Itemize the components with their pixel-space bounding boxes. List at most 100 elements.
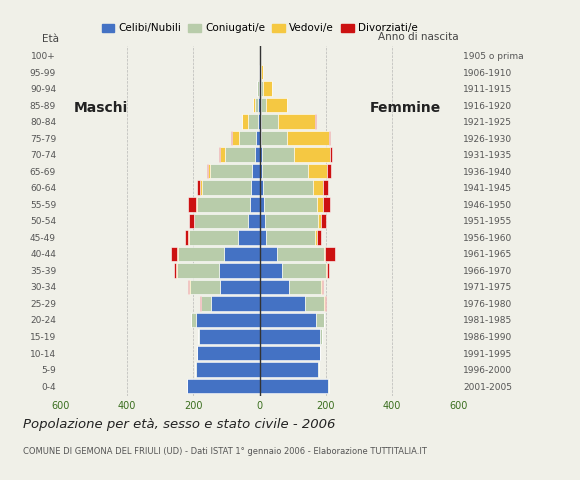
Bar (327, 263, 329, 277)
Bar (256, 81, 258, 96)
Bar (305, 296, 324, 311)
Bar (260, 296, 305, 311)
Bar (224, 247, 260, 261)
Bar (207, 164, 208, 179)
Bar (210, 164, 252, 179)
Bar (188, 280, 189, 294)
Bar (261, 81, 263, 96)
Bar (260, 214, 265, 228)
Bar (251, 180, 260, 195)
Bar (232, 131, 239, 145)
Bar (289, 280, 321, 294)
Bar (177, 247, 178, 261)
Bar (260, 81, 261, 96)
Bar (260, 263, 282, 277)
Bar (238, 230, 260, 245)
Bar (324, 296, 325, 311)
Bar (318, 214, 321, 228)
Bar (252, 164, 260, 179)
Bar (189, 230, 238, 245)
Bar (260, 65, 263, 79)
Text: Maschi: Maschi (74, 101, 128, 115)
Bar (201, 296, 211, 311)
Bar (184, 230, 188, 245)
Text: COMUNE DI GEMONA DEL FRIULI (UD) - Dati ISTAT 1° gennaio 2006 - Elaborazione TUT: COMUNE DI GEMONA DEL FRIULI (UD) - Dati … (23, 447, 427, 456)
Bar (189, 214, 194, 228)
Bar (255, 98, 258, 112)
Bar (324, 247, 325, 261)
Bar (198, 329, 200, 344)
Bar (202, 180, 251, 195)
Bar (255, 147, 260, 162)
Bar (263, 180, 313, 195)
Bar (231, 131, 232, 145)
Bar (323, 197, 330, 212)
Bar (200, 329, 260, 344)
Bar (313, 180, 323, 195)
Bar (317, 312, 324, 327)
Bar (320, 329, 322, 344)
Bar (260, 147, 262, 162)
Bar (200, 180, 202, 195)
Bar (260, 230, 266, 245)
Bar (253, 98, 255, 112)
Bar (260, 114, 261, 129)
Text: Età: Età (42, 34, 59, 44)
Bar (197, 180, 200, 195)
Bar (320, 346, 321, 360)
Text: Popolazione per età, sesso e stato civile - 2006: Popolazione per età, sesso e stato civil… (23, 418, 336, 431)
Bar (294, 147, 330, 162)
Bar (195, 197, 197, 212)
Bar (330, 147, 332, 162)
Bar (321, 214, 326, 228)
Bar (322, 280, 323, 294)
Bar (188, 197, 195, 212)
Bar (260, 98, 261, 112)
Bar (260, 346, 320, 360)
Bar (261, 131, 287, 145)
Bar (189, 280, 190, 294)
Bar (248, 114, 258, 129)
Bar (262, 147, 294, 162)
Bar (287, 131, 329, 145)
Bar (318, 362, 319, 377)
Bar (327, 164, 331, 179)
Bar (220, 280, 260, 294)
Bar (260, 329, 320, 344)
Bar (259, 81, 260, 96)
Bar (259, 65, 260, 79)
Bar (262, 164, 308, 179)
Bar (258, 81, 259, 96)
Bar (242, 114, 248, 129)
Bar (260, 362, 318, 377)
Bar (248, 214, 260, 228)
Bar (196, 312, 260, 327)
Bar (261, 114, 278, 129)
Bar (174, 263, 176, 277)
Bar (172, 247, 177, 261)
Bar (277, 247, 324, 261)
Bar (325, 247, 335, 261)
Bar (208, 164, 210, 179)
Text: Anno di nascita: Anno di nascita (378, 32, 458, 42)
Bar (258, 98, 260, 112)
Bar (315, 114, 316, 129)
Bar (278, 114, 315, 129)
Bar (265, 214, 318, 228)
Bar (178, 247, 224, 261)
Bar (323, 180, 328, 195)
Bar (260, 247, 277, 261)
Bar (328, 379, 329, 393)
Bar (176, 263, 177, 277)
Text: Femmine: Femmine (369, 101, 441, 115)
Bar (191, 312, 196, 327)
Bar (315, 230, 317, 245)
Bar (308, 164, 327, 179)
Bar (329, 131, 331, 145)
Bar (197, 346, 260, 360)
Bar (195, 362, 260, 377)
Bar (258, 114, 260, 129)
Bar (317, 230, 321, 245)
Bar (188, 230, 189, 245)
Bar (226, 147, 255, 162)
